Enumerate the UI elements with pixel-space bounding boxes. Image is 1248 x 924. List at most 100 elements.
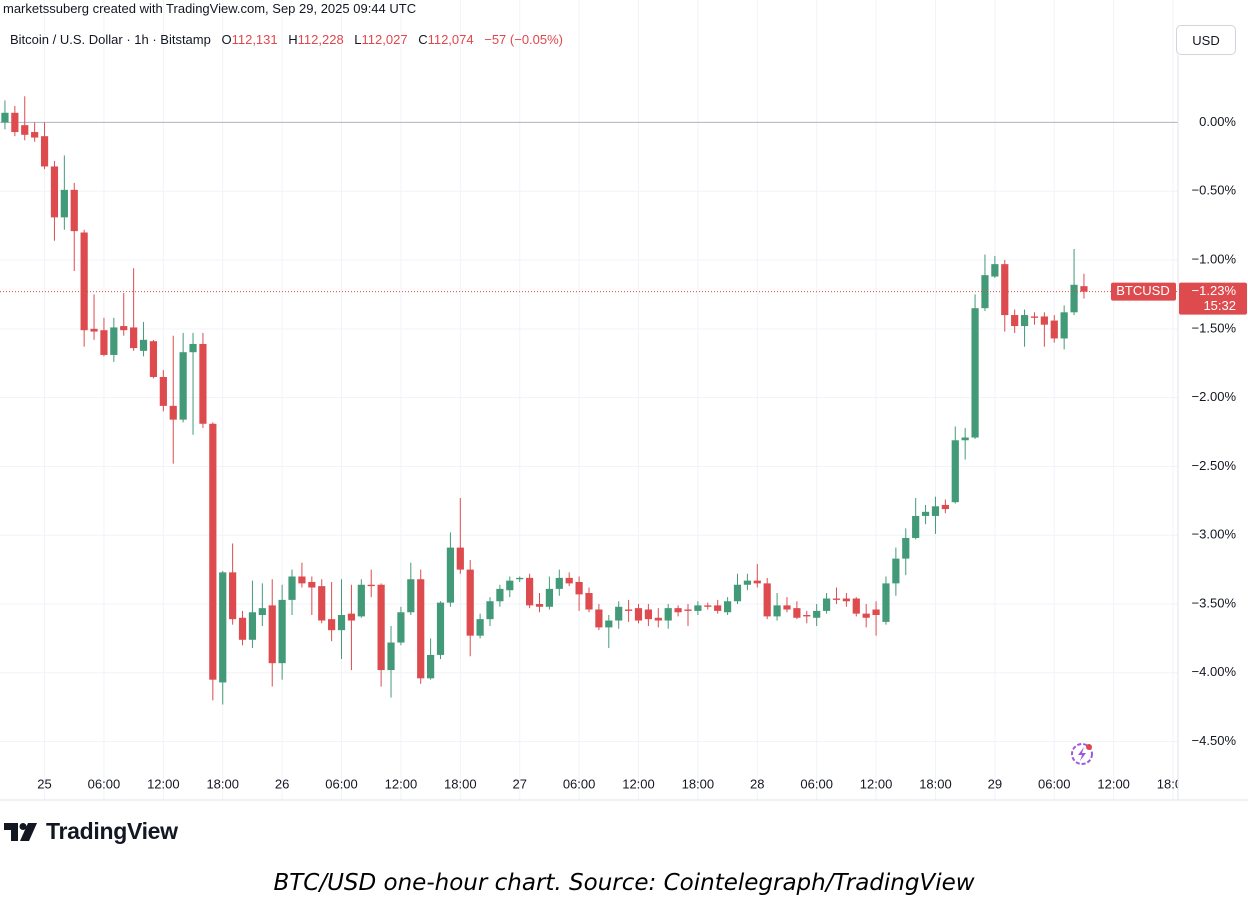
x-tick-label: 06:00: [325, 776, 358, 791]
candle-body: [1011, 315, 1019, 327]
attribution: marketssuberg created with TradingView.c…: [3, 1, 417, 16]
candle-body: [40, 136, 49, 167]
candle-body: [941, 504, 949, 510]
ohlc-value: 112,131: [231, 32, 278, 47]
candle-body: [743, 580, 751, 585]
candle-body: [803, 615, 811, 617]
candle-body: [654, 617, 662, 621]
x-tick-label: 27: [512, 776, 526, 791]
symbol-badge-label: BTCUSD: [1116, 283, 1169, 298]
currency-button[interactable]: USD: [1176, 25, 1236, 55]
candle-body: [902, 537, 910, 559]
candle-body: [1001, 264, 1009, 316]
candle-body: [575, 581, 583, 595]
candle-body: [882, 583, 890, 622]
candle-body: [694, 605, 702, 611]
candle-body: [149, 341, 158, 377]
candle-body: [506, 580, 514, 591]
change: −57 (−0.05%): [484, 32, 564, 47]
candle-body: [169, 405, 177, 420]
candle-body: [1040, 316, 1048, 325]
ohlc-key: C: [418, 32, 428, 47]
candle-body: [991, 264, 999, 277]
candle-body: [31, 132, 39, 138]
candle-body: [100, 330, 108, 355]
x-tick-label: 18:00: [444, 776, 477, 791]
indicator-icon: [1071, 743, 1093, 765]
price-badge-label: −1.23%: [1192, 283, 1237, 298]
logo-text: TradingView: [46, 818, 178, 844]
candle-body: [664, 608, 672, 621]
candle-body: [199, 343, 207, 424]
candle-body: [783, 605, 791, 610]
candle-body: [248, 612, 257, 640]
ohlc-value: 112,228: [297, 32, 344, 47]
candle-body: [60, 189, 68, 218]
y-tick-label: −1.50%: [1192, 320, 1237, 335]
candle-body: [1080, 286, 1088, 292]
candle-body: [308, 581, 316, 588]
candle-body: [229, 572, 237, 620]
candle-body: [377, 584, 385, 671]
candle-body: [268, 605, 276, 664]
candle-body: [258, 608, 266, 616]
candle-body: [1030, 316, 1039, 318]
ohlc-value: 112,027: [361, 32, 408, 47]
candle-body: [872, 609, 880, 616]
logo-mark: [4, 822, 37, 841]
x-tick-label: 18:00: [1157, 776, 1190, 791]
candle-body: [723, 601, 732, 613]
x-tick-label: 12:00: [860, 776, 893, 791]
candle-body: [70, 189, 78, 232]
candle-body: [733, 584, 742, 602]
candle-body: [298, 576, 306, 584]
candle-body: [397, 612, 405, 643]
candle-body: [526, 577, 534, 606]
candle-body: [50, 166, 59, 218]
candle-body: [288, 576, 296, 600]
candle-body: [595, 609, 603, 628]
y-tick-label: 0.00%: [1199, 114, 1236, 129]
y-tick-label: −4.00%: [1192, 664, 1237, 679]
ohlc-key: O: [221, 32, 232, 47]
candle-body: [753, 580, 761, 584]
candle-body: [763, 583, 771, 617]
chart: 25 06:00 12:00 18:00 26 06:00 12:00 18:00 27 06:0…: [0, 0, 1248, 801]
ohlc-value: 112,074: [427, 32, 474, 47]
y-tick-label: −4.50%: [1192, 733, 1237, 748]
candle-body: [1070, 284, 1078, 313]
candle-body: [387, 642, 395, 671]
candle-body: [1050, 320, 1058, 339]
candle-body: [357, 584, 365, 617]
candle-body: [436, 602, 445, 655]
candle-body: [209, 423, 217, 680]
candle-body: [179, 352, 187, 420]
candle-body: [159, 376, 167, 406]
x-tick-label: 12:00: [622, 776, 655, 791]
candle-body: [90, 328, 98, 332]
candle-body: [585, 593, 593, 610]
candle-body: [456, 547, 464, 570]
y-tick-label: −2.00%: [1192, 389, 1237, 404]
candle-body: [318, 586, 326, 621]
x-tick-label: 28: [750, 776, 764, 791]
candle-body: [704, 605, 712, 607]
ohlc-key: L: [354, 32, 362, 47]
x-tick-label: 12:00: [147, 776, 180, 791]
x-tick-label: 18:00: [919, 776, 952, 791]
price-badge: [1179, 282, 1247, 315]
x-tick-label: 12:00: [1097, 776, 1130, 791]
candle-body: [80, 232, 88, 331]
candle-body: [674, 608, 682, 613]
x-tick-label: 29: [988, 776, 1002, 791]
x-tick-label: 06:00: [1038, 776, 1071, 791]
y-tick-label: −2.50%: [1192, 458, 1237, 473]
candle-body: [634, 608, 643, 621]
candle-body: [189, 343, 197, 353]
candle-body: [238, 617, 247, 640]
candle-body: [615, 606, 623, 621]
x-tick-label: 18:00: [206, 776, 239, 791]
candle-body: [1020, 315, 1029, 327]
candle-body: [793, 608, 801, 618]
candle-body: [822, 598, 831, 611]
